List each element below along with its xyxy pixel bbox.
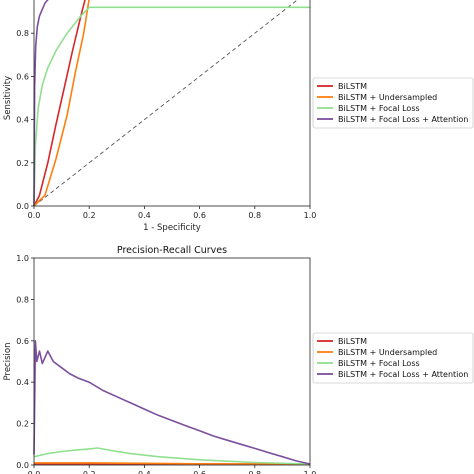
roc-series-line-1: [33, 0, 90, 207]
pr-x-tick-label: 0.4: [138, 470, 151, 474]
pr-x-tick-label: 1.0: [304, 470, 317, 474]
pr-plot-frame: [33, 257, 311, 466]
pr-plot-marks: [33, 340, 311, 465]
pr-legend-label-0: BiLSTM: [338, 337, 367, 346]
roc-x-tick-label: 0.4: [138, 211, 151, 220]
roc-y-tick-label: 0.2: [16, 159, 29, 168]
pr-y-axis-label: Precision: [3, 343, 13, 381]
pr-chart: Precision-Recall Curves Precision BiLSTM…: [3, 245, 474, 474]
roc-plot-marks: [33, 0, 310, 207]
roc-legend-label-1: BiLSTM + Undersampled: [338, 93, 437, 102]
roc-chart: 1 - Specificity Sensitivity BiLSTMBiLSTM…: [3, 0, 474, 233]
roc-x-tick-label: 1.0: [304, 211, 317, 220]
roc-series-line-2: [33, 6, 310, 207]
pr-y-tick-label: 0.8: [16, 295, 29, 304]
roc-legend-box: [312, 77, 474, 129]
roc-y-axis-label: Sensitivity: [3, 76, 13, 120]
roc-x-tick-label: 0.6: [193, 211, 206, 220]
pr-legend-label-3: BiLSTM + Focal Loss + Attention: [338, 370, 468, 379]
roc-legend-label-3: BiLSTM + Focal Loss + Attention: [338, 115, 468, 124]
roc-y-tick-label: 0.0: [16, 202, 29, 211]
pr-x-tick-label: 0.6: [193, 470, 206, 474]
roc-series-line-0: [33, 0, 86, 207]
roc-diagonal-line: [33, 0, 298, 207]
pr-x-tick-label: 0.8: [248, 470, 261, 474]
roc-y-tick-label: 0.8: [16, 29, 29, 38]
pr-series-line-2: [33, 447, 311, 465]
roc-x-axis-label: 1 - Specificity: [143, 223, 201, 233]
pr-series-line-3: [33, 340, 311, 465]
pr-title: Precision-Recall Curves: [117, 245, 227, 256]
roc-legend-label-0: BiLSTM: [338, 82, 367, 91]
pr-legend-label-2: BiLSTM + Focal Loss: [338, 359, 420, 368]
roc-x-tick-label: 0.8: [248, 211, 261, 220]
pr-y-tick-label: 0.6: [16, 337, 29, 346]
roc-x-tick-label: 0.2: [83, 211, 96, 220]
pr-legend: BiLSTM BiLSTM + Undersampled BiLSTM + Foca…: [312, 332, 474, 384]
roc-y-tick-label: 0.4: [16, 116, 29, 125]
pr-y-tick-label: 1.0: [16, 254, 29, 263]
pr-y-tick-label: 0.0: [16, 461, 29, 470]
pr-x-tick-label: 0.0: [28, 470, 41, 474]
roc-series-line-3: [33, 0, 49, 207]
pr-y-tick-label: 0.2: [16, 420, 29, 429]
roc-y-tick-label: 0.6: [16, 72, 29, 81]
pr-legend-box: [312, 332, 474, 384]
pr-legend-label-1: BiLSTM + Undersampled: [338, 348, 437, 357]
roc-legend-label-2: BiLSTM + Focal Loss: [338, 104, 420, 113]
roc-plot-frame: [33, 0, 311, 207]
pr-series-line-1: [34, 462, 311, 465]
roc-x-tick-label: 0.0: [28, 211, 41, 220]
pr-y-tick-label: 0.4: [16, 378, 29, 387]
roc-legend: BiLSTM BiLSTM + Undersampled BiLSTM + Foca…: [312, 77, 474, 129]
pr-x-tick-label: 0.2: [83, 470, 96, 474]
